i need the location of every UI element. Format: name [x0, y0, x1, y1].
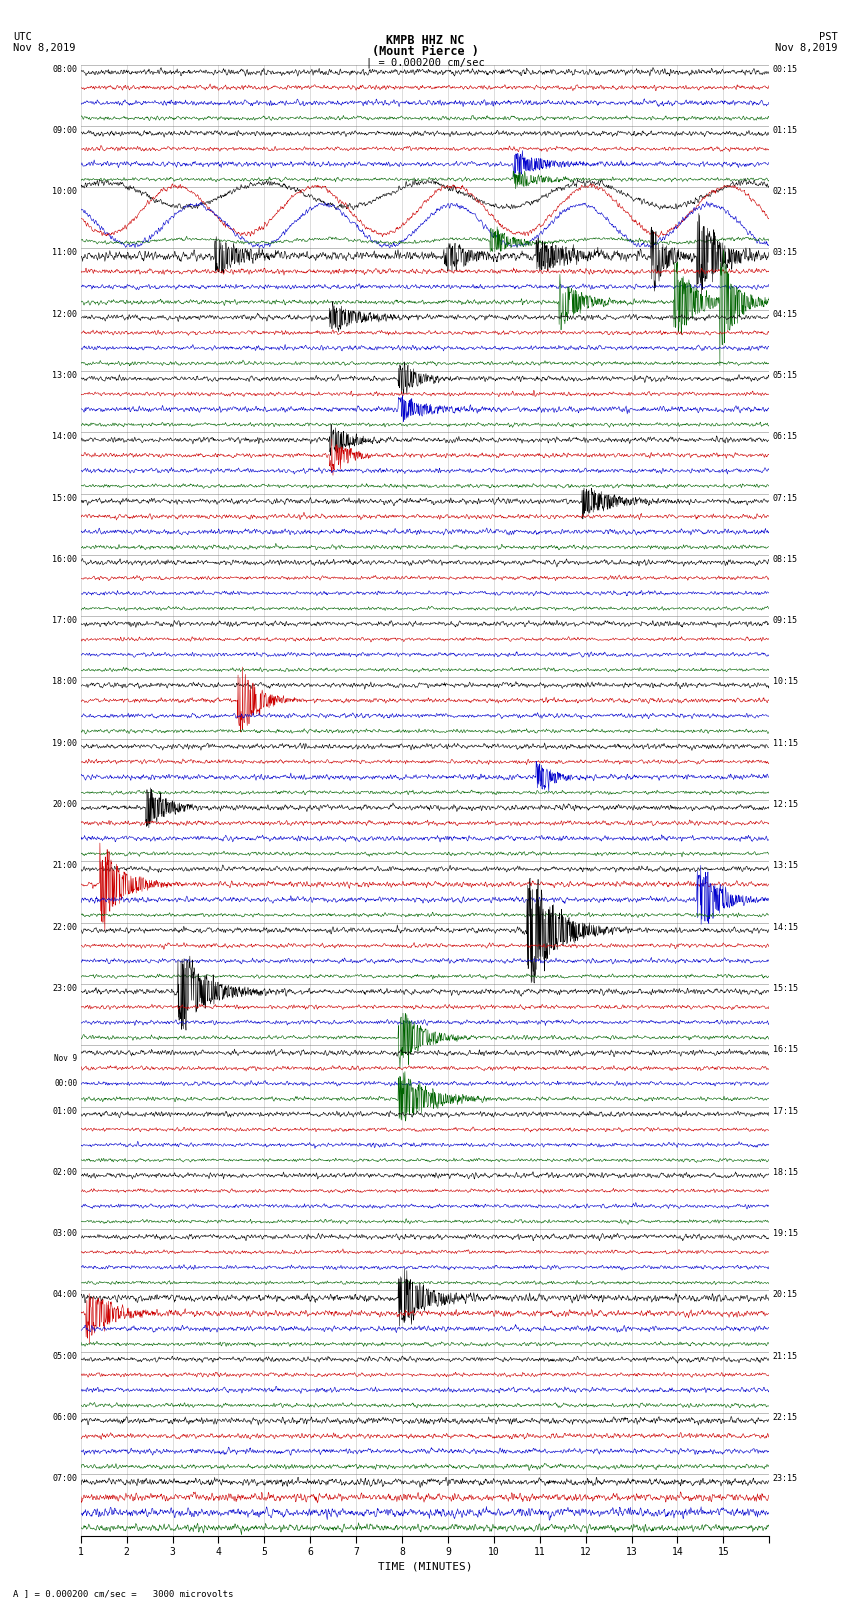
Text: 08:15: 08:15	[773, 555, 797, 565]
Text: 01:15: 01:15	[773, 126, 797, 135]
Text: 23:00: 23:00	[53, 984, 77, 994]
Text: 21:00: 21:00	[53, 861, 77, 871]
Text: 04:15: 04:15	[773, 310, 797, 319]
Text: 08:00: 08:00	[53, 65, 77, 74]
Text: 12:15: 12:15	[773, 800, 797, 810]
Text: 00:00: 00:00	[54, 1079, 77, 1087]
Text: 02:00: 02:00	[53, 1168, 77, 1177]
Text: 07:00: 07:00	[53, 1474, 77, 1484]
Text: 15:00: 15:00	[53, 494, 77, 503]
Text: (Mount Pierce ): (Mount Pierce )	[371, 45, 479, 58]
Text: 09:15: 09:15	[773, 616, 797, 626]
Text: 10:00: 10:00	[53, 187, 77, 197]
Text: 03:00: 03:00	[53, 1229, 77, 1239]
Text: | = 0.000200 cm/sec: | = 0.000200 cm/sec	[366, 58, 484, 68]
Text: 07:15: 07:15	[773, 494, 797, 503]
Text: 20:00: 20:00	[53, 800, 77, 810]
Text: 00:15: 00:15	[773, 65, 797, 74]
Text: 10:15: 10:15	[773, 677, 797, 687]
Text: 19:15: 19:15	[773, 1229, 797, 1239]
Text: 18:15: 18:15	[773, 1168, 797, 1177]
Text: PST: PST	[819, 32, 837, 42]
Text: 11:15: 11:15	[773, 739, 797, 748]
Text: 06:00: 06:00	[53, 1413, 77, 1423]
Text: 22:15: 22:15	[773, 1413, 797, 1423]
Text: 19:00: 19:00	[53, 739, 77, 748]
Text: UTC: UTC	[13, 32, 31, 42]
Text: 04:00: 04:00	[53, 1290, 77, 1300]
X-axis label: TIME (MINUTES): TIME (MINUTES)	[377, 1561, 473, 1571]
Text: 01:00: 01:00	[53, 1107, 77, 1116]
Text: 09:00: 09:00	[53, 126, 77, 135]
Text: 05:15: 05:15	[773, 371, 797, 381]
Text: 11:00: 11:00	[53, 248, 77, 258]
Text: 16:00: 16:00	[53, 555, 77, 565]
Text: 12:00: 12:00	[53, 310, 77, 319]
Text: 03:15: 03:15	[773, 248, 797, 258]
Text: 21:15: 21:15	[773, 1352, 797, 1361]
Text: 06:15: 06:15	[773, 432, 797, 442]
Text: Nov 8,2019: Nov 8,2019	[13, 44, 76, 53]
Text: A ] = 0.000200 cm/sec =   3000 microvolts: A ] = 0.000200 cm/sec = 3000 microvolts	[13, 1589, 233, 1598]
Text: 20:15: 20:15	[773, 1290, 797, 1300]
Text: 16:15: 16:15	[773, 1045, 797, 1055]
Text: 13:15: 13:15	[773, 861, 797, 871]
Text: 17:15: 17:15	[773, 1107, 797, 1116]
Text: 22:00: 22:00	[53, 923, 77, 932]
Text: 15:15: 15:15	[773, 984, 797, 994]
Text: KMPB HHZ NC: KMPB HHZ NC	[386, 34, 464, 47]
Text: 14:15: 14:15	[773, 923, 797, 932]
Text: Nov 8,2019: Nov 8,2019	[774, 44, 837, 53]
Text: 18:00: 18:00	[53, 677, 77, 687]
Text: 14:00: 14:00	[53, 432, 77, 442]
Text: 13:00: 13:00	[53, 371, 77, 381]
Text: 23:15: 23:15	[773, 1474, 797, 1484]
Text: 05:00: 05:00	[53, 1352, 77, 1361]
Text: Nov 9: Nov 9	[54, 1055, 77, 1063]
Text: 17:00: 17:00	[53, 616, 77, 626]
Text: 02:15: 02:15	[773, 187, 797, 197]
